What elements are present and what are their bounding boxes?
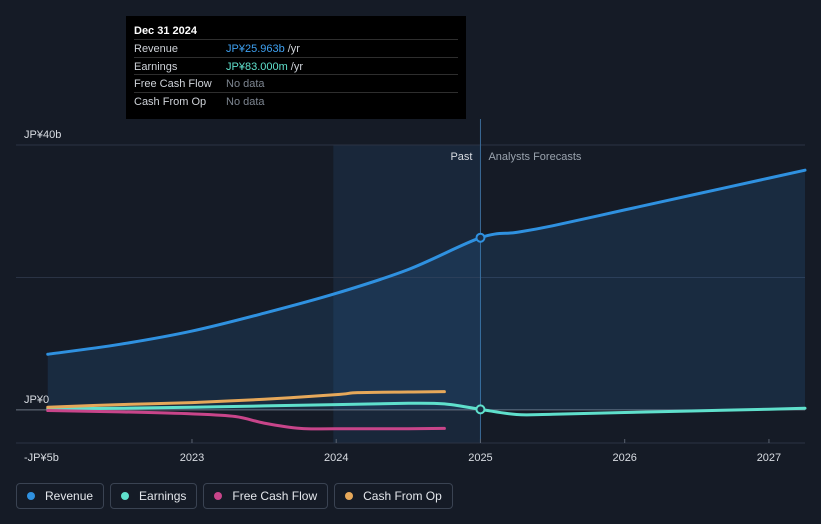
tooltip-row: Revenue JP¥25.963b/yr	[134, 39, 458, 57]
legend-dot-icon	[27, 492, 35, 500]
tooltip-row-label: Cash From Op	[134, 95, 207, 108]
tooltip-row-label: Free Cash Flow	[134, 78, 212, 90]
legend-label: Earnings	[139, 489, 187, 503]
x-tick-label: 2026	[612, 452, 636, 464]
y-tick-label: -JP¥5b	[24, 452, 59, 464]
legend-label: Revenue	[45, 489, 94, 503]
y-tick-label: JP¥0	[24, 394, 49, 406]
legend-label: Free Cash Flow	[232, 489, 318, 503]
tooltip-row-value: No data	[226, 95, 265, 108]
revenue-marker[interactable]	[475, 232, 486, 243]
x-tick-label: 2024	[324, 452, 348, 464]
past-label: Past	[450, 151, 472, 163]
tooltip: Dec 31 2024 Revenue JP¥25.963b/yr Earnings…	[126, 16, 466, 119]
tooltip-date: Dec 31 2024	[134, 25, 197, 37]
tooltip-row: Earnings JP¥83.000m/yr	[134, 56, 458, 75]
tooltip-row: Cash From Op No data	[134, 91, 458, 110]
legend-item-earnings[interactable]: Earnings	[110, 483, 198, 509]
legend-dot-icon	[121, 492, 130, 500]
tooltip-row: Free Cash Flow No data	[134, 74, 458, 92]
legend-item-cash-from-op[interactable]: Cash From Op	[334, 483, 453, 509]
tooltip-row-value: JP¥83.000m/yr	[226, 60, 303, 73]
tooltip-row-value: JP¥25.963b/yr	[226, 43, 300, 55]
y-tick-label: JP¥40b	[24, 129, 61, 141]
revenue-area	[47, 170, 805, 410]
x-tick-label: 2023	[180, 452, 204, 464]
cfo-line[interactable]	[46, 390, 446, 409]
fcf-line[interactable]	[46, 409, 446, 431]
tooltip-row-value: No data	[226, 78, 265, 90]
x-tick-label: 2027	[757, 452, 781, 464]
legend-dot-icon	[214, 492, 223, 500]
x-tick-label: 2025	[468, 452, 492, 464]
earnings-line[interactable]	[46, 401, 807, 417]
tooltip-row-label: Revenue	[134, 43, 179, 55]
earnings-marker[interactable]	[475, 404, 486, 415]
legend-item-revenue[interactable]: Revenue	[16, 483, 105, 509]
forecast-label: Analysts Forecasts	[488, 151, 581, 163]
legend-label: Cash From Op	[363, 489, 442, 503]
legend-dot-icon	[345, 492, 354, 500]
legend: Revenue Earnings Free Cash Flow Cash From O…	[16, 483, 453, 511]
tooltip-row-label: Earnings	[134, 60, 178, 73]
legend-item-free-cash-flow[interactable]: Free Cash Flow	[203, 483, 329, 509]
